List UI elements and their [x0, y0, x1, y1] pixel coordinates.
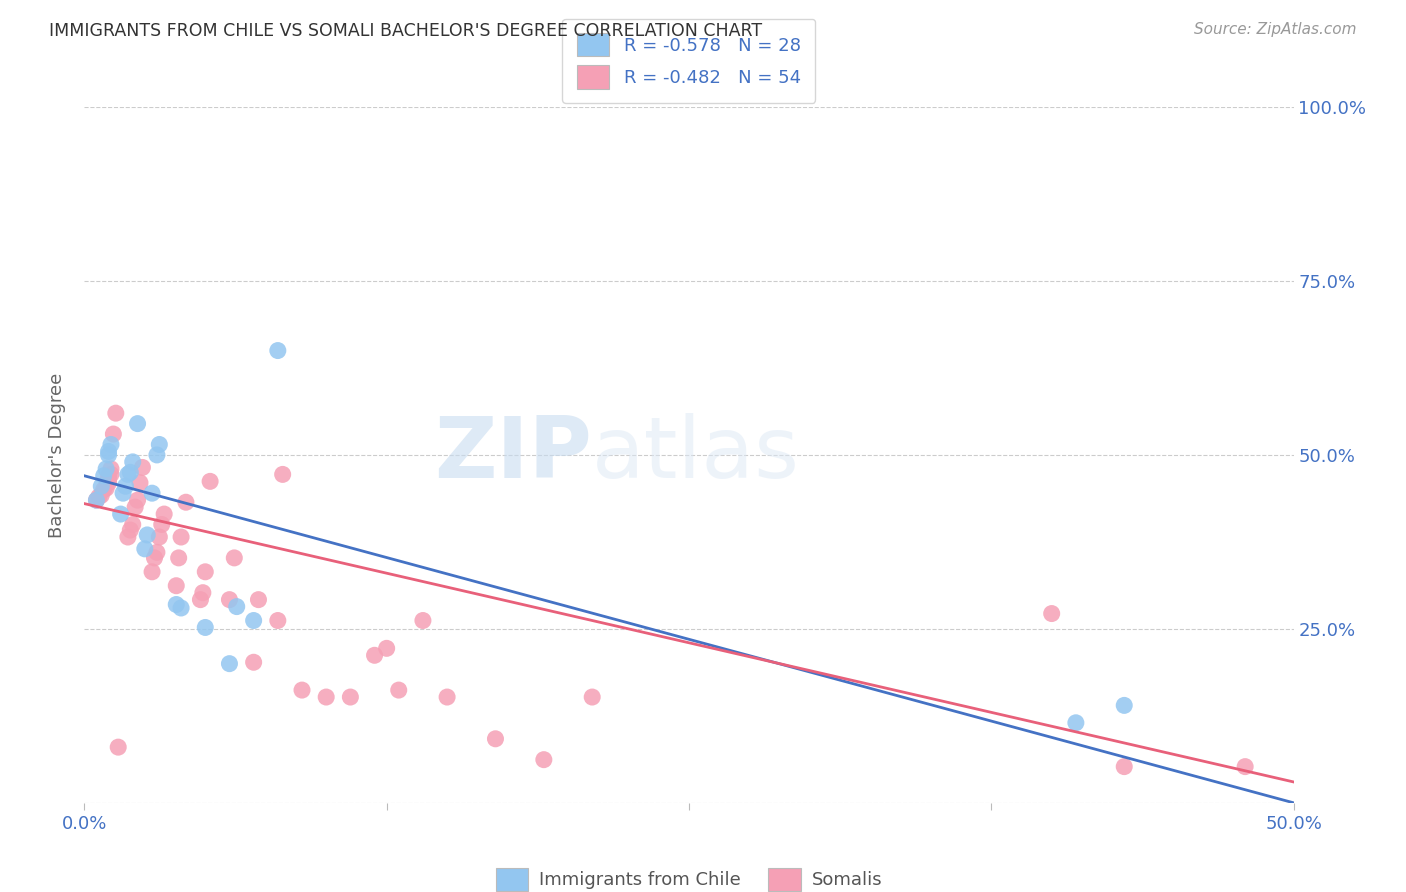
Point: [94, 462, 117, 476]
Point: [112, 486, 135, 500]
Text: ZIP: ZIP: [434, 413, 592, 497]
Point: [90, 479, 112, 493]
Point: [134, 541, 156, 556]
Point: [153, 507, 176, 521]
Point: [97, 475, 120, 490]
Point: [124, 500, 146, 514]
Point: [114, 479, 136, 493]
Point: [131, 460, 153, 475]
Point: [247, 592, 270, 607]
Point: [1234, 759, 1257, 773]
Text: Source: ZipAtlas.com: Source: ZipAtlas.com: [1194, 22, 1357, 37]
Point: [174, 495, 197, 509]
Point: [93, 483, 115, 497]
Point: [1114, 759, 1136, 773]
Point: [194, 565, 217, 579]
Point: [117, 530, 139, 544]
Point: [224, 550, 246, 565]
Legend: Immigrants from Chile, Somalis: Immigrants from Chile, Somalis: [489, 861, 889, 892]
Point: [165, 579, 187, 593]
Point: [388, 683, 411, 698]
Point: [315, 690, 337, 704]
Point: [121, 455, 143, 469]
Point: [97, 444, 120, 458]
Point: [86, 493, 108, 508]
Point: [190, 592, 212, 607]
Point: [170, 530, 193, 544]
Point: [581, 690, 603, 704]
Point: [363, 648, 385, 663]
Y-axis label: Bachelor's Degree: Bachelor's Degree: [48, 372, 66, 538]
Point: [146, 545, 169, 559]
Point: [90, 488, 112, 502]
Point: [218, 657, 240, 671]
Point: [129, 475, 152, 490]
Text: atlas: atlas: [592, 413, 800, 497]
Point: [170, 601, 193, 615]
Point: [110, 507, 132, 521]
Point: [291, 683, 314, 698]
Point: [100, 437, 122, 451]
Point: [104, 406, 127, 420]
Point: [1064, 715, 1087, 730]
Point: [93, 468, 115, 483]
Point: [242, 614, 264, 628]
Point: [87, 490, 110, 504]
Point: [121, 517, 143, 532]
Point: [97, 468, 120, 483]
Point: [143, 550, 166, 565]
Point: [218, 592, 240, 607]
Point: [97, 448, 120, 462]
Point: [100, 462, 122, 476]
Point: [146, 448, 169, 462]
Point: [484, 731, 506, 746]
Point: [103, 427, 125, 442]
Point: [136, 528, 159, 542]
Point: [198, 475, 221, 489]
Point: [141, 565, 163, 579]
Point: [127, 493, 149, 508]
Point: [436, 690, 458, 704]
Point: [150, 517, 173, 532]
Point: [100, 467, 122, 482]
Point: [194, 620, 217, 634]
Point: [1114, 698, 1136, 713]
Point: [141, 486, 163, 500]
Point: [412, 614, 434, 628]
Point: [120, 523, 142, 537]
Point: [1040, 607, 1063, 621]
Point: [148, 530, 170, 544]
Text: IMMIGRANTS FROM CHILE VS SOMALI BACHELOR'S DEGREE CORRELATION CHART: IMMIGRANTS FROM CHILE VS SOMALI BACHELOR…: [49, 22, 762, 40]
Point: [191, 585, 214, 599]
Point: [167, 550, 190, 565]
Point: [120, 466, 142, 480]
Point: [242, 655, 264, 669]
Point: [225, 599, 247, 614]
Point: [97, 472, 120, 486]
Point: [86, 493, 108, 508]
Point: [339, 690, 361, 704]
Point: [375, 641, 398, 656]
Point: [271, 467, 294, 482]
Point: [533, 753, 555, 767]
Point: [94, 481, 117, 495]
Point: [127, 417, 149, 431]
Point: [117, 467, 139, 482]
Point: [107, 740, 129, 755]
Point: [267, 343, 290, 358]
Point: [267, 614, 290, 628]
Point: [165, 598, 187, 612]
Point: [148, 437, 170, 451]
